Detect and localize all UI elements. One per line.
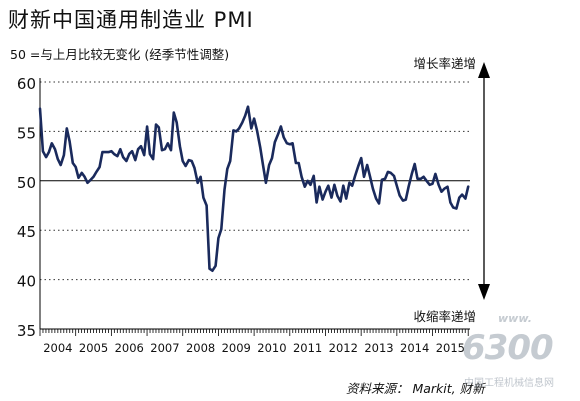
- x-tick-label-2005: 2005: [79, 341, 108, 355]
- y-tick-label-60: 60: [17, 75, 36, 93]
- y-tick-label-55: 55: [17, 124, 36, 142]
- watermark-cn: 中国工程机械信息网: [464, 378, 554, 389]
- pmi-series-line: [38, 105, 470, 272]
- watermark-www: www.: [498, 312, 532, 325]
- x-tick-label-2011: 2011: [293, 341, 322, 355]
- x-tick-label-2012: 2012: [329, 341, 358, 355]
- x-tick-label-2006: 2006: [115, 341, 144, 355]
- y-tick-label-50: 50: [17, 174, 36, 192]
- x-tick-label-2015: 2015: [436, 341, 465, 355]
- y-tick-label-45: 45: [17, 223, 36, 241]
- annotation-increasing-contraction: 收缩率递增: [413, 309, 476, 324]
- y-tick-label-40: 40: [17, 273, 36, 291]
- x-tick-label-2013: 2013: [364, 341, 393, 355]
- x-tick-label-2014: 2014: [400, 341, 429, 355]
- source-note: 资料来源： Markit, 财新: [346, 381, 485, 396]
- watermark-number: 6300: [462, 328, 554, 368]
- arrow-down-head: [478, 284, 490, 300]
- x-tick-label-2009: 2009: [222, 341, 251, 355]
- y-tick-label-35: 35: [17, 322, 36, 340]
- x-tick-label-2010: 2010: [257, 341, 286, 355]
- x-tick-label-2008: 2008: [186, 341, 215, 355]
- x-tick-label-2004: 2004: [43, 341, 72, 355]
- watermark-logo: www. 6300 中国工程机械信息网: [456, 306, 576, 398]
- arrow-up-head: [478, 62, 490, 78]
- x-tick-label-2007: 2007: [150, 341, 179, 355]
- chart-title: 财新中国通用制造业 PMI: [8, 8, 254, 32]
- annotation-increasing-growth: 增长率递增: [413, 56, 476, 71]
- chart-subtitle: 50 =与上月比较无变化 (经季节性调整): [10, 47, 230, 62]
